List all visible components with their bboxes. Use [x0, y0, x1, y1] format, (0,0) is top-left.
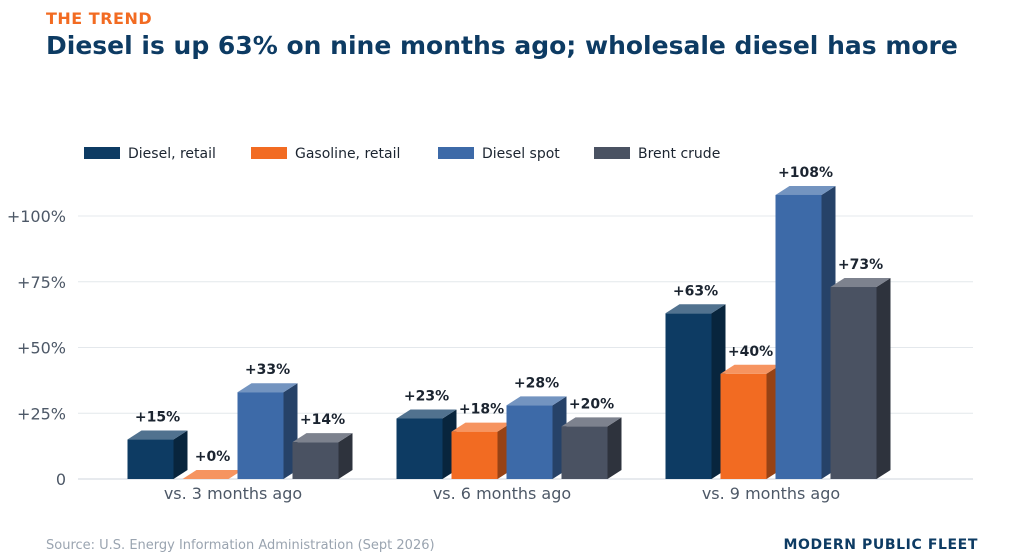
data-label: +73%: [838, 257, 883, 273]
data-label: +18%: [459, 402, 504, 418]
bar: [720, 364, 781, 479]
bar-top: [506, 396, 567, 406]
legend-swatch: [438, 147, 474, 159]
y-tick-label: +100%: [7, 207, 66, 226]
bar: [127, 430, 188, 479]
legend-label: Diesel, retail: [128, 146, 216, 162]
bar-front: [561, 426, 608, 479]
bar: [451, 422, 512, 479]
data-label: +28%: [514, 375, 559, 391]
bar-top: [237, 383, 298, 393]
bar: [665, 304, 726, 479]
chart-title: Diesel is up 63% on nine months ago; who…: [46, 31, 958, 60]
bar-front: [127, 439, 174, 479]
bar-front: [775, 194, 822, 479]
bar: [830, 278, 891, 479]
bar-front: [396, 418, 443, 479]
bar-top: [127, 430, 188, 440]
source-note: Source: U.S. Energy Information Administ…: [46, 538, 435, 553]
legend-swatch: [251, 147, 287, 159]
bar: [292, 433, 353, 479]
bar-front: [237, 392, 284, 479]
bar-front: [292, 442, 339, 479]
bar-top: [561, 417, 622, 427]
data-label: +108%: [778, 165, 833, 181]
bar: [182, 470, 243, 479]
x-tick-label: vs. 6 months ago: [433, 484, 571, 503]
bar-front: [506, 405, 553, 479]
data-label: +63%: [673, 283, 718, 299]
bar-side: [607, 417, 622, 479]
y-tick-label: +75%: [17, 273, 66, 292]
legend-label: Brent crude: [638, 146, 720, 162]
bar: [506, 396, 567, 479]
bar-side: [876, 278, 891, 479]
data-label: +0%: [195, 449, 231, 465]
bar-side: [338, 433, 353, 479]
y-tick-label: +25%: [17, 404, 66, 423]
bar: [561, 417, 622, 479]
bar-side: [173, 430, 188, 479]
bar-top: [451, 422, 512, 432]
data-label: +33%: [245, 362, 290, 378]
bar-top: [396, 409, 457, 419]
data-label: +15%: [135, 410, 180, 426]
bar-top: [830, 278, 891, 288]
data-label: +23%: [404, 389, 449, 405]
bar-top: [720, 364, 781, 374]
x-tick-label: vs. 3 months ago: [164, 484, 302, 503]
legend-swatch: [84, 147, 120, 159]
bar: [775, 185, 836, 479]
bar-front: [830, 287, 877, 479]
legend-label: Gasoline, retail: [295, 146, 400, 162]
legend-label: Diesel spot: [482, 146, 560, 162]
bar-top: [292, 433, 353, 443]
y-tick-label: 0: [56, 470, 66, 489]
brand-logo-text: MODERN PUBLIC FLEET: [783, 537, 978, 553]
bar-front: [720, 373, 767, 479]
bar-front: [451, 431, 498, 479]
legend-swatch: [594, 147, 630, 159]
x-tick-label: vs. 9 months ago: [702, 484, 840, 503]
bar-top: [182, 470, 243, 479]
data-label: +20%: [569, 396, 614, 412]
data-label: +40%: [728, 344, 773, 360]
bar-front: [665, 313, 712, 479]
bar-top: [775, 185, 836, 195]
chart-kicker: THE TREND: [46, 9, 153, 28]
y-tick-label: +50%: [17, 339, 66, 358]
bar-top: [665, 304, 726, 314]
data-label: +14%: [300, 412, 345, 428]
bar: [396, 409, 457, 479]
bar: [237, 383, 298, 479]
